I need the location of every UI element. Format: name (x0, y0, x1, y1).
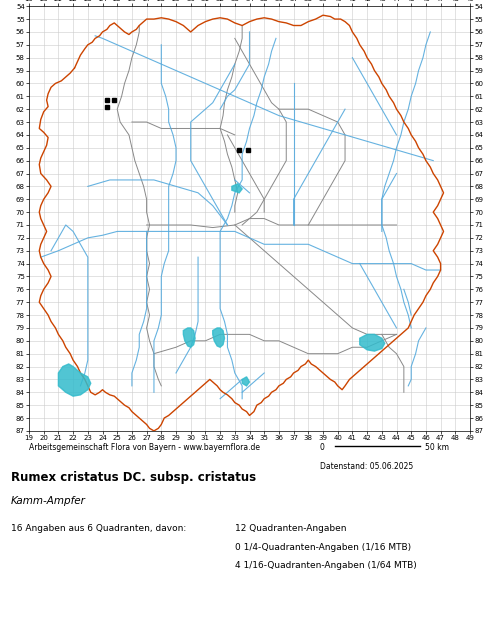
Text: Kamm-Ampfer: Kamm-Ampfer (11, 496, 86, 506)
Polygon shape (360, 334, 384, 351)
Text: Datenstand: 05.06.2025: Datenstand: 05.06.2025 (320, 462, 413, 471)
Text: 50 km: 50 km (425, 443, 449, 453)
Polygon shape (184, 328, 195, 347)
Text: Arbeitsgemeinschaft Flora von Bayern - www.bayernflora.de: Arbeitsgemeinschaft Flora von Bayern - w… (29, 443, 260, 453)
Text: 12 Quadranten-Angaben: 12 Quadranten-Angaben (235, 524, 346, 533)
Polygon shape (232, 184, 242, 193)
Text: 0: 0 (320, 443, 325, 453)
Polygon shape (213, 328, 224, 347)
Polygon shape (58, 364, 90, 396)
Text: 16 Angaben aus 6 Quadranten, davon:: 16 Angaben aus 6 Quadranten, davon: (11, 524, 186, 533)
Polygon shape (242, 377, 250, 386)
Text: Rumex cristatus DC. subsp. cristatus: Rumex cristatus DC. subsp. cristatus (11, 471, 256, 484)
Text: 0 1/4-Quadranten-Angaben (1/16 MTB): 0 1/4-Quadranten-Angaben (1/16 MTB) (235, 542, 411, 552)
Text: 4 1/16-Quadranten-Angaben (1/64 MTB): 4 1/16-Quadranten-Angaben (1/64 MTB) (235, 561, 417, 570)
